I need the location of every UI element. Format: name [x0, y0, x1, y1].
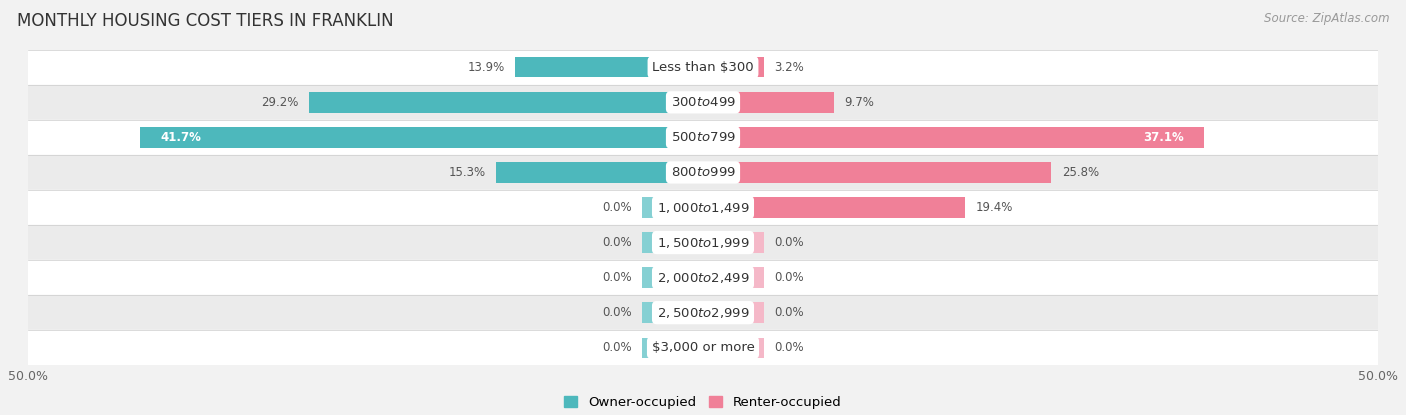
Text: 0.0%: 0.0% — [775, 306, 804, 319]
Bar — [28, 190, 1378, 225]
Text: 41.7%: 41.7% — [160, 131, 201, 144]
Text: Source: ZipAtlas.com: Source: ZipAtlas.com — [1264, 12, 1389, 25]
Bar — [643, 198, 703, 217]
Text: $800 to $999: $800 to $999 — [671, 166, 735, 179]
Bar — [703, 232, 763, 253]
Bar — [643, 267, 703, 288]
Bar — [516, 57, 703, 78]
Bar — [643, 232, 703, 253]
Bar — [28, 85, 1378, 120]
Text: 13.9%: 13.9% — [467, 61, 505, 74]
Bar — [703, 92, 834, 112]
Legend: Owner-occupied, Renter-occupied: Owner-occupied, Renter-occupied — [564, 395, 842, 409]
Bar — [703, 267, 763, 288]
Text: 0.0%: 0.0% — [602, 271, 631, 284]
Bar — [141, 127, 703, 148]
Text: $500 to $799: $500 to $799 — [671, 131, 735, 144]
Text: 15.3%: 15.3% — [449, 166, 485, 179]
Text: $3,000 or more: $3,000 or more — [651, 341, 755, 354]
Bar — [703, 127, 1204, 148]
Bar — [309, 92, 703, 112]
Bar — [28, 155, 1378, 190]
Text: 37.1%: 37.1% — [1143, 131, 1184, 144]
Text: 0.0%: 0.0% — [602, 201, 631, 214]
Text: $1,000 to $1,499: $1,000 to $1,499 — [657, 200, 749, 215]
Text: $1,500 to $1,999: $1,500 to $1,999 — [657, 236, 749, 249]
Text: 0.0%: 0.0% — [775, 271, 804, 284]
Text: 0.0%: 0.0% — [602, 306, 631, 319]
Bar — [703, 162, 1052, 183]
Text: 0.0%: 0.0% — [602, 341, 631, 354]
Bar — [28, 225, 1378, 260]
Bar — [703, 198, 965, 217]
Text: 29.2%: 29.2% — [260, 96, 298, 109]
Bar — [28, 50, 1378, 85]
Bar — [703, 303, 763, 323]
Bar — [643, 303, 703, 323]
Bar — [28, 260, 1378, 295]
Text: 25.8%: 25.8% — [1062, 166, 1099, 179]
Bar — [643, 337, 703, 358]
Text: $300 to $499: $300 to $499 — [671, 96, 735, 109]
Text: $2,500 to $2,999: $2,500 to $2,999 — [657, 305, 749, 320]
Bar — [703, 57, 763, 78]
Bar — [703, 337, 763, 358]
Text: 0.0%: 0.0% — [775, 341, 804, 354]
Text: 9.7%: 9.7% — [845, 96, 875, 109]
Text: 19.4%: 19.4% — [976, 201, 1014, 214]
Text: 0.0%: 0.0% — [602, 236, 631, 249]
Bar — [496, 162, 703, 183]
Bar — [28, 295, 1378, 330]
Text: Less than $300: Less than $300 — [652, 61, 754, 74]
Bar — [28, 330, 1378, 365]
Bar — [28, 120, 1378, 155]
Text: $2,000 to $2,499: $2,000 to $2,499 — [657, 271, 749, 285]
Text: MONTHLY HOUSING COST TIERS IN FRANKLIN: MONTHLY HOUSING COST TIERS IN FRANKLIN — [17, 12, 394, 30]
Text: 0.0%: 0.0% — [775, 236, 804, 249]
Text: 3.2%: 3.2% — [775, 61, 804, 74]
